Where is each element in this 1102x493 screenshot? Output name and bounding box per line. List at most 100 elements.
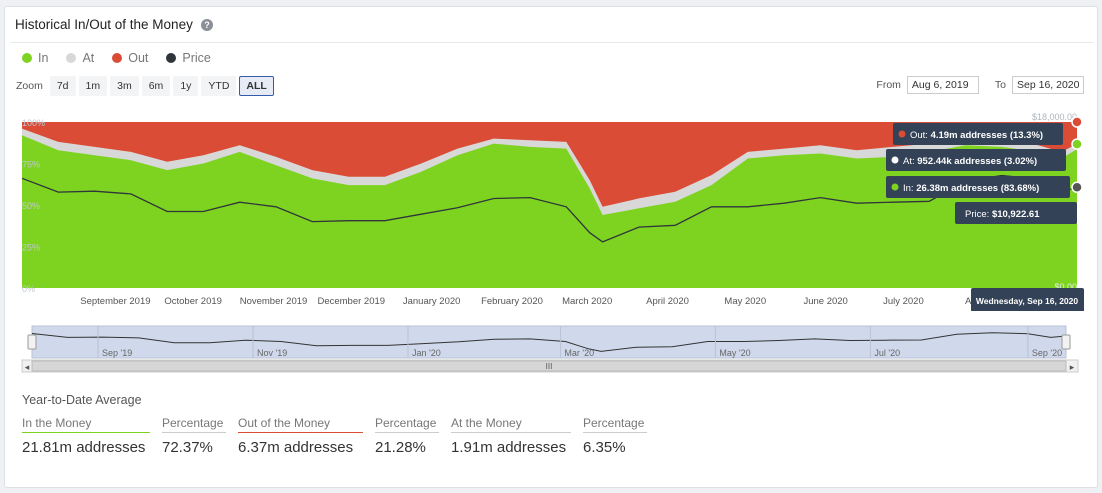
y-left-tick-label: 100% <box>22 118 45 128</box>
help-icon[interactable]: ? <box>201 19 213 31</box>
zoom-1y-button[interactable]: 1y <box>173 76 199 96</box>
tooltip-box <box>893 123 1063 145</box>
scrollbar-grip: III <box>546 362 553 371</box>
tooltip-dot <box>891 156 899 164</box>
legend-dot-in <box>22 53 32 63</box>
tooltip-label: Price: <box>965 209 992 220</box>
stat-head: Percentage <box>583 416 647 433</box>
legend-item-in[interactable]: In <box>22 50 48 66</box>
x-tick-label: September 2019 <box>80 296 150 307</box>
tooltip-box <box>955 202 1077 224</box>
tooltip-dot <box>898 130 906 138</box>
tooltip-at: At: 952.44k addresses (3.02%) <box>886 149 1066 171</box>
chart-legend: In At Out Price <box>22 50 211 66</box>
stat-value: 6.35% <box>583 439 626 456</box>
tooltip-label: In: <box>903 183 916 194</box>
main-chart[interactable]: 100%75%50%25%0%$18,000.00$9,000.00$0.00S… <box>0 106 1102 311</box>
stat-head: Out of the Money <box>238 416 363 433</box>
legend-item-at[interactable]: At <box>66 50 94 66</box>
tooltip-text: In: 26.38m addresses (83.68%) <box>903 183 1039 194</box>
zoom-6m-button[interactable]: 6m <box>141 76 171 96</box>
handle-grip <box>27 334 37 350</box>
summary-stats: In the Money 21.81m addresses Percentage… <box>22 416 647 456</box>
in-marker <box>1071 138 1083 150</box>
to-date-input[interactable] <box>1012 76 1084 94</box>
stat-in-the-money: In the Money 21.81m addresses <box>22 416 150 456</box>
from-date-input[interactable] <box>906 76 979 94</box>
tooltip-dot <box>891 183 899 191</box>
x-tick-label: May 2020 <box>724 296 766 307</box>
legend-item-price[interactable]: Price <box>166 50 211 66</box>
scrollbar-thumb[interactable] <box>31 360 1067 372</box>
stat-out-percentage: Percentage 21.28% <box>375 416 439 456</box>
zoom-1m-button[interactable]: 1m <box>78 76 108 96</box>
navigator-price-line <box>31 332 1067 352</box>
navigator-tick-label: Mar '20 <box>564 348 594 358</box>
x-tick-label: February 2020 <box>481 296 543 307</box>
stat-head: Percentage <box>162 416 226 433</box>
stat-value: 21.28% <box>375 439 426 456</box>
navigator-tick-label: Nov '19 <box>257 348 287 358</box>
y-left-tick-label: 75% <box>22 160 40 170</box>
x-tick-label: January 2020 <box>403 296 461 307</box>
navigator-tick-label: Sep '19 <box>102 348 132 358</box>
tooltip-box <box>886 149 1066 171</box>
legend-dot-at <box>66 53 77 63</box>
navigator-tick-label: May '20 <box>719 348 750 358</box>
tooltip-text: Out: 4.19m addresses (13.3%) <box>910 130 1043 141</box>
zoom-label: Zoom <box>16 80 43 92</box>
stat-head: At the Money <box>451 416 571 433</box>
x-tick-label: June 2020 <box>803 296 847 307</box>
y-left-tick-label: 0% <box>22 284 35 294</box>
legend-item-out[interactable]: Out <box>112 50 148 66</box>
tooltip-value: 26.38m addresses (83.68%) <box>916 183 1039 194</box>
tooltip-value: 4.19m addresses (13.3%) <box>931 130 1043 141</box>
zoom-3m-button[interactable]: 3m <box>110 76 139 96</box>
navigator-tick-label: Jan '20 <box>412 348 441 358</box>
zoom-all-button[interactable]: ALL <box>239 76 274 96</box>
x-tick-label: October 2019 <box>164 296 222 307</box>
stat-head: In the Money <box>22 416 150 433</box>
y-right-tick-label: $0.00 <box>1054 282 1077 292</box>
x-tick-label: July 2020 <box>883 296 924 307</box>
tooltip-value: 952.44k addresses (3.02%) <box>917 156 1037 167</box>
tooltip-text: Price: $10,922.61 <box>965 209 1040 220</box>
tooltip-date-box <box>971 288 1084 311</box>
scroll-left-arrow[interactable]: ◂ <box>25 362 30 372</box>
legend-label-at: At <box>82 51 95 65</box>
navigator-tick-label: Jul '20 <box>874 348 900 358</box>
price-marker <box>1071 181 1083 194</box>
y-right-tick-label: $18,000.00 <box>1032 112 1077 122</box>
tooltip-date: Wednesday, Sep 16, 2020 <box>976 296 1078 306</box>
out-marker <box>1071 116 1083 128</box>
stat-out-of-the-money: Out of the Money 6.37m addresses <box>238 416 363 456</box>
y-left-tick-label: 50% <box>22 201 40 211</box>
x-tick-label: December 2019 <box>317 296 385 307</box>
price-line <box>21 174 1078 243</box>
card-header: Historical In/Out of the Money ? <box>11 7 1093 43</box>
in-area <box>22 135 1077 288</box>
x-tick-label: April 2020 <box>646 296 689 307</box>
legend-label-price: Price <box>182 51 211 65</box>
scroll-right-arrow[interactable]: ▸ <box>1070 362 1075 372</box>
legend-label-in: In <box>38 51 49 65</box>
zoom-7d-button[interactable]: 7d <box>49 76 76 96</box>
zoom-bar: Zoom 7d 1m 3m 6m 1y YTD ALL <box>16 76 274 96</box>
tooltip-label: At: <box>903 156 917 167</box>
stat-value: 21.81m addresses <box>22 439 146 456</box>
tooltip-label: Out: <box>910 130 931 141</box>
y-left-tick-label: 25% <box>22 243 40 253</box>
stat-at-percentage: Percentage 6.35% <box>583 416 647 456</box>
navigator-tick-label: Sep '20 <box>1032 348 1062 358</box>
stat-value: 72.37% <box>162 439 213 456</box>
zoom-ytd-button[interactable]: YTD <box>201 76 237 96</box>
navigator-left-handle[interactable] <box>27 334 37 350</box>
handle-grip <box>1061 334 1071 350</box>
navigator-right-handle[interactable] <box>1061 334 1071 350</box>
tooltip-price: Price: $10,922.61 <box>955 202 1077 224</box>
navigator-selection <box>31 325 1067 359</box>
navigator-chart[interactable]: Sep '19 Nov '19 Jan '20 Mar '20 May '20 Jul '… <box>0 318 1102 374</box>
stat-head: Percentage <box>375 416 439 433</box>
tooltip-box <box>886 176 1070 198</box>
tooltip-text: At: 952.44k addresses (3.02%) <box>903 156 1037 167</box>
